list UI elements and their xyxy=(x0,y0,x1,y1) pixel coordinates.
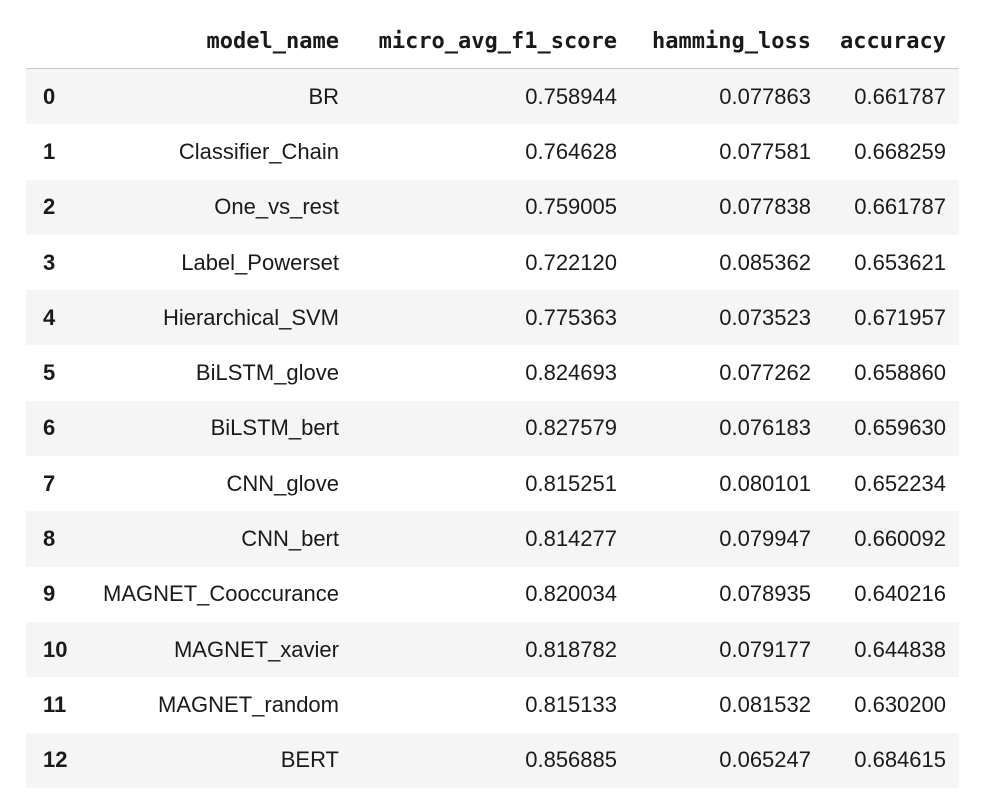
table-row: 8 CNN_bert 0.814277 0.079947 0.660092 xyxy=(26,511,959,567)
column-header-model-name: model_name xyxy=(86,14,352,69)
table-row: 7 CNN_glove 0.815251 0.080101 0.652234 xyxy=(26,456,959,512)
row-index: 6 xyxy=(43,415,56,441)
cell-accuracy: 0.630200 xyxy=(854,691,946,717)
cell-micro-avg-f1-score: 0.820034 xyxy=(525,581,617,607)
cell-hamming-loss: 0.076183 xyxy=(719,415,811,441)
cell-hamming-loss: 0.077863 xyxy=(719,83,811,109)
cell-model-name: Hierarchical_SVM xyxy=(162,304,339,330)
column-header-hamming-loss: hamming_loss xyxy=(630,14,824,69)
cell-accuracy: 0.661787 xyxy=(854,194,946,220)
cell-model-name: MAGNET_random xyxy=(158,691,339,717)
cell-model-name: MAGNET_Cooccurance xyxy=(103,581,339,607)
cell-micro-avg-f1-score: 0.814277 xyxy=(525,526,617,552)
row-index: 11 xyxy=(43,691,67,717)
cell-accuracy: 0.671957 xyxy=(854,304,946,330)
cell-model-name: Classifier_Chain xyxy=(178,138,339,164)
column-header-accuracy: accuracy xyxy=(824,14,959,69)
cell-micro-avg-f1-score: 0.722120 xyxy=(525,249,617,275)
table-row: 10 MAGNET_xavier 0.818782 0.079177 0.644838 xyxy=(26,621,959,678)
cell-model-name: BiLSTM_bert xyxy=(210,415,339,441)
cell-accuracy: 0.661787 xyxy=(854,83,946,109)
cell-model-name: CNN_bert xyxy=(241,526,339,552)
table-row: 12 BERT 0.856885 0.065247 0.684615 xyxy=(26,732,959,788)
cell-model-name: BERT xyxy=(280,747,339,773)
cell-hamming-loss: 0.077262 xyxy=(719,360,811,386)
cell-hamming-loss: 0.079947 xyxy=(719,526,811,552)
cell-hamming-loss: 0.077838 xyxy=(719,194,811,220)
table-row: 3 Label_Powerset 0.722120 0.085362 0.653621 xyxy=(26,234,959,291)
cell-accuracy: 0.640216 xyxy=(854,581,946,607)
row-index: 5 xyxy=(43,360,56,386)
cell-accuracy: 0.658860 xyxy=(854,360,946,386)
cell-hamming-loss: 0.065247 xyxy=(719,747,811,773)
cell-model-name: MAGNET_xavier xyxy=(173,636,339,662)
row-index: 1 xyxy=(43,138,56,164)
header-row: model_name micro_avg_f1_score hamming_lo… xyxy=(26,14,959,69)
table-row: 1 Classifier_Chain 0.764628 0.077581 0.66825… xyxy=(26,124,959,180)
index-header xyxy=(26,14,86,69)
cell-model-name: Label_Powerset xyxy=(181,249,339,275)
cell-model-name: BiLSTM_glove xyxy=(195,360,339,386)
cell-model-name: BR xyxy=(308,83,339,109)
table-row: 11 MAGNET_random 0.815133 0.081532 0.630200 xyxy=(26,677,959,733)
cell-micro-avg-f1-score: 0.815133 xyxy=(525,691,617,717)
table-row: 4 Hierarchical_SVM 0.775363 0.073523 0.67195… xyxy=(26,290,959,346)
row-index: 4 xyxy=(43,304,56,330)
cell-accuracy: 0.660092 xyxy=(854,526,946,552)
row-index: 9 xyxy=(43,581,56,607)
cell-accuracy: 0.659630 xyxy=(854,415,946,441)
table-row: 0 BR 0.758944 0.077863 0.661787 xyxy=(26,68,959,125)
cell-hamming-loss: 0.085362 xyxy=(719,249,811,275)
table-row: 5 BiLSTM_glove 0.824693 0.077262 0.658860 xyxy=(26,345,959,401)
cell-hamming-loss: 0.081532 xyxy=(719,691,811,717)
table-row: 9 MAGNET_Cooccurance 0.820034 0.078935 0.640… xyxy=(26,566,959,622)
cell-micro-avg-f1-score: 0.759005 xyxy=(525,194,617,220)
cell-accuracy: 0.668259 xyxy=(854,138,946,164)
cell-micro-avg-f1-score: 0.827579 xyxy=(525,415,617,441)
cell-accuracy: 0.684615 xyxy=(854,747,946,773)
cell-micro-avg-f1-score: 0.818782 xyxy=(525,636,617,662)
table-body: 0 BR 0.758944 0.077863 0.661787 1 Classifier_C… xyxy=(26,68,959,788)
row-index: 7 xyxy=(43,470,56,496)
cell-micro-avg-f1-score: 0.815251 xyxy=(525,470,617,496)
cell-micro-avg-f1-score: 0.824693 xyxy=(525,360,617,386)
dataframe-output: model_name micro_avg_f1_score hamming_lo… xyxy=(26,14,959,788)
row-index: 8 xyxy=(43,526,56,552)
cell-hamming-loss: 0.080101 xyxy=(719,470,811,496)
column-header-micro-avg-f1-score: micro_avg_f1_score xyxy=(352,14,630,69)
cell-accuracy: 0.644838 xyxy=(854,636,946,662)
table-row: 6 BiLSTM_bert 0.827579 0.076183 0.659630 xyxy=(26,400,959,457)
cell-micro-avg-f1-score: 0.758944 xyxy=(525,83,617,109)
cell-micro-avg-f1-score: 0.775363 xyxy=(525,304,617,330)
table-row: 2 One_vs_rest 0.759005 0.077838 0.661787 xyxy=(26,179,959,235)
cell-micro-avg-f1-score: 0.856885 xyxy=(525,747,617,773)
cell-hamming-loss: 0.073523 xyxy=(719,304,811,330)
row-index: 10 xyxy=(43,636,68,662)
results-table: model_name micro_avg_f1_score hamming_lo… xyxy=(26,14,959,788)
cell-accuracy: 0.652234 xyxy=(854,470,946,496)
cell-model-name: CNN_glove xyxy=(226,470,340,496)
row-index: 12 xyxy=(43,747,68,773)
cell-model-name: One_vs_rest xyxy=(214,194,339,220)
row-index: 3 xyxy=(43,249,56,275)
row-index: 0 xyxy=(43,83,56,109)
row-index: 2 xyxy=(43,194,56,220)
cell-micro-avg-f1-score: 0.764628 xyxy=(525,138,617,164)
cell-hamming-loss: 0.077581 xyxy=(719,138,811,164)
cell-accuracy: 0.653621 xyxy=(854,249,946,275)
table-header: model_name micro_avg_f1_score hamming_lo… xyxy=(26,14,959,69)
cell-hamming-loss: 0.078935 xyxy=(719,581,811,607)
cell-hamming-loss: 0.079177 xyxy=(719,636,811,662)
